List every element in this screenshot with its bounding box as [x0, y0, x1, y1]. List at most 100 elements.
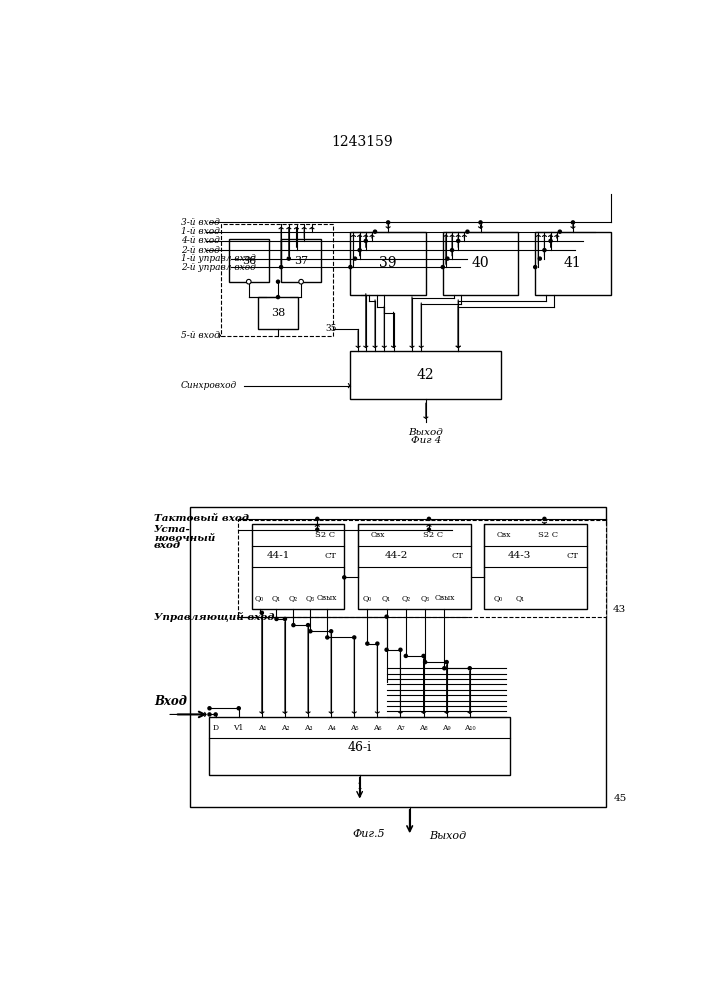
Text: Уста-: Уста- [154, 525, 191, 534]
Circle shape [549, 239, 552, 242]
Text: V1: V1 [233, 724, 244, 732]
Bar [351, 351, 501, 399]
Bar [281, 239, 321, 282]
Text: Свх: Свх [496, 531, 511, 539]
Circle shape [364, 239, 368, 242]
Bar [229, 239, 269, 282]
Bar [484, 524, 587, 609]
Text: 2-й вход: 2-й вход [181, 246, 220, 255]
Circle shape [208, 707, 211, 710]
Bar [258, 297, 298, 329]
Circle shape [343, 576, 346, 579]
Text: 42: 42 [417, 368, 435, 382]
Circle shape [441, 266, 444, 269]
Circle shape [446, 257, 449, 260]
Circle shape [479, 221, 482, 224]
Text: Фиг.5: Фиг.5 [352, 829, 385, 839]
Circle shape [387, 221, 390, 224]
Text: 1243159: 1243159 [331, 135, 393, 149]
Text: 3-й вход: 3-й вход [181, 218, 220, 227]
Text: Q₀: Q₀ [255, 594, 264, 602]
Circle shape [353, 636, 356, 639]
Circle shape [543, 249, 546, 252]
Text: 39: 39 [380, 256, 397, 270]
Text: Q₂: Q₂ [289, 594, 298, 602]
Circle shape [385, 648, 388, 651]
Text: Вход: Вход [154, 695, 187, 708]
Circle shape [329, 630, 333, 633]
Text: Выход: Выход [409, 428, 443, 437]
Text: 44-3: 44-3 [508, 551, 531, 560]
Text: D: D [213, 724, 218, 732]
Text: Cвых: Cвых [434, 594, 455, 602]
Circle shape [543, 517, 546, 520]
Text: Q₃: Q₃ [306, 594, 315, 602]
Text: 35: 35 [326, 324, 337, 333]
Text: CT: CT [452, 552, 463, 560]
Circle shape [466, 230, 469, 233]
Text: 1: 1 [356, 782, 363, 791]
Circle shape [238, 707, 240, 710]
Text: 38: 38 [271, 308, 285, 318]
Circle shape [260, 611, 264, 614]
Circle shape [309, 630, 312, 633]
Circle shape [428, 528, 431, 531]
Bar [238, 520, 606, 617]
Circle shape [326, 636, 329, 639]
Circle shape [450, 249, 454, 252]
Text: Управляющий вход: Управляющий вход [154, 612, 274, 622]
Bar [358, 524, 472, 609]
Text: Q₀: Q₀ [363, 594, 372, 602]
Text: 5-й вход: 5-й вход [181, 331, 220, 340]
Circle shape [292, 624, 295, 627]
Bar [252, 524, 344, 609]
Circle shape [445, 661, 448, 664]
Circle shape [423, 661, 426, 664]
Text: Выход: Выход [429, 831, 466, 841]
Text: A₁: A₁ [257, 724, 266, 732]
Text: S2 C: S2 C [538, 531, 559, 539]
Text: A₄: A₄ [327, 724, 335, 732]
Circle shape [534, 266, 537, 269]
Text: 1-й управл вход: 1-й управл вход [181, 254, 256, 263]
Circle shape [276, 280, 279, 283]
Circle shape [247, 279, 251, 284]
Circle shape [404, 654, 407, 657]
Text: A₁₀: A₁₀ [464, 724, 476, 732]
Circle shape [358, 249, 361, 252]
Circle shape [284, 617, 286, 620]
Text: CT: CT [325, 552, 337, 560]
Circle shape [376, 642, 379, 645]
Text: 4-й вход: 4-й вход [181, 236, 220, 245]
Circle shape [366, 642, 369, 645]
Text: Cвых: Cвых [317, 594, 337, 602]
Text: Фиг 4: Фиг 4 [411, 436, 441, 445]
Text: CT: CT [567, 552, 579, 560]
Circle shape [214, 713, 217, 716]
Text: Q₁: Q₁ [272, 594, 281, 602]
Circle shape [276, 296, 279, 299]
Text: A₃: A₃ [304, 724, 312, 732]
Text: Q₃: Q₃ [421, 594, 430, 602]
Circle shape [428, 517, 431, 520]
Bar [221, 224, 333, 336]
Text: 37: 37 [294, 256, 308, 266]
Text: Свх: Свх [370, 531, 385, 539]
Circle shape [385, 615, 388, 618]
Circle shape [299, 279, 303, 284]
Text: 46-i: 46-i [348, 741, 372, 754]
Circle shape [316, 528, 319, 531]
Circle shape [279, 266, 283, 269]
Bar [535, 232, 611, 295]
Circle shape [349, 266, 352, 269]
Text: 1-й вход: 1-й вход [181, 227, 220, 236]
Text: S2 C: S2 C [315, 531, 335, 539]
Circle shape [373, 230, 377, 233]
Text: A₆: A₆ [373, 724, 382, 732]
Circle shape [354, 257, 356, 260]
Bar [351, 232, 426, 295]
Circle shape [422, 654, 425, 657]
Text: 40: 40 [472, 256, 489, 270]
Text: Q₂: Q₂ [402, 594, 410, 602]
Text: Q₀: Q₀ [493, 594, 503, 602]
